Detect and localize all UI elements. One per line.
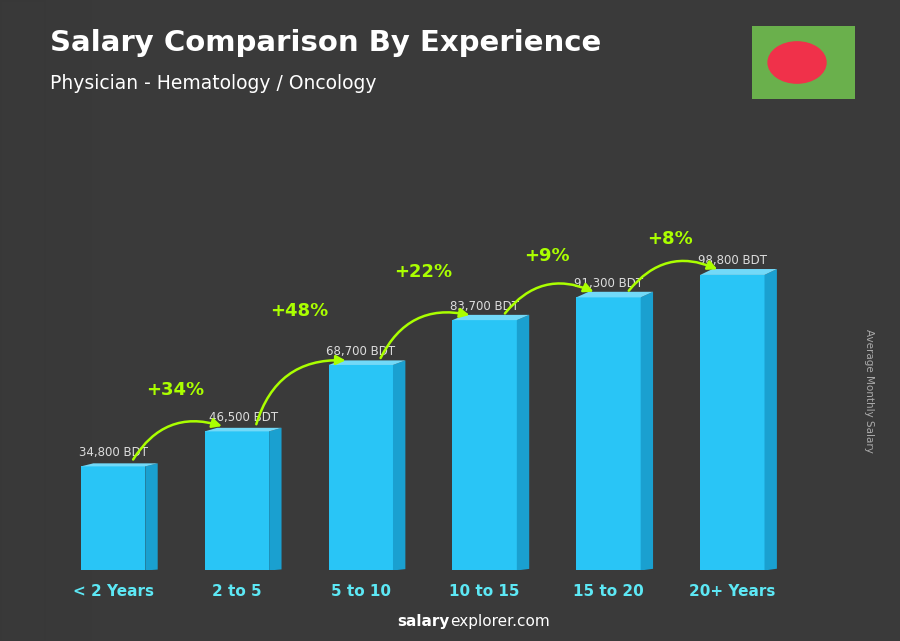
- Polygon shape: [517, 315, 529, 570]
- Bar: [360, 0, 405, 641]
- Bar: [720, 0, 765, 641]
- Polygon shape: [576, 297, 641, 570]
- Polygon shape: [700, 269, 777, 275]
- Text: Salary Comparison By Experience: Salary Comparison By Experience: [50, 29, 601, 57]
- Text: +8%: +8%: [647, 230, 693, 248]
- Polygon shape: [269, 428, 282, 570]
- Text: 83,700 BDT: 83,700 BDT: [450, 299, 519, 313]
- Bar: [855, 0, 900, 641]
- Text: Average Monthly Salary: Average Monthly Salary: [863, 329, 874, 453]
- Polygon shape: [393, 360, 405, 570]
- Text: +9%: +9%: [524, 247, 570, 265]
- Polygon shape: [328, 365, 393, 570]
- Polygon shape: [81, 467, 145, 570]
- Bar: [315, 0, 360, 641]
- Polygon shape: [453, 320, 517, 570]
- Polygon shape: [453, 315, 529, 320]
- Bar: [90, 0, 135, 641]
- Text: 91,300 BDT: 91,300 BDT: [574, 277, 643, 290]
- Bar: [225, 0, 270, 641]
- Text: 98,800 BDT: 98,800 BDT: [698, 254, 767, 267]
- Bar: [630, 0, 675, 641]
- Bar: [675, 0, 720, 641]
- Bar: [405, 0, 450, 641]
- Text: 34,800 BDT: 34,800 BDT: [78, 446, 148, 459]
- Bar: [180, 0, 225, 641]
- Text: salary: salary: [398, 615, 450, 629]
- Bar: [135, 0, 180, 641]
- Text: Physician - Hematology / Oncology: Physician - Hematology / Oncology: [50, 74, 376, 93]
- Bar: [585, 0, 630, 641]
- Bar: [495, 0, 540, 641]
- Text: 68,700 BDT: 68,700 BDT: [326, 344, 395, 358]
- Polygon shape: [205, 428, 282, 431]
- Circle shape: [768, 42, 826, 83]
- Polygon shape: [764, 269, 777, 570]
- Bar: [0, 0, 45, 641]
- Polygon shape: [328, 360, 405, 365]
- Bar: [45, 0, 90, 641]
- Bar: [810, 0, 855, 641]
- Bar: [765, 0, 810, 641]
- Text: +34%: +34%: [146, 381, 204, 399]
- Text: 46,500 BDT: 46,500 BDT: [209, 411, 278, 424]
- Polygon shape: [81, 463, 158, 467]
- Polygon shape: [576, 292, 653, 297]
- Text: +48%: +48%: [270, 302, 328, 320]
- Polygon shape: [205, 431, 269, 570]
- Polygon shape: [145, 463, 158, 570]
- Polygon shape: [641, 292, 653, 570]
- Text: +22%: +22%: [393, 263, 452, 281]
- Bar: [540, 0, 585, 641]
- Text: explorer.com: explorer.com: [450, 615, 550, 629]
- Polygon shape: [700, 275, 764, 570]
- Bar: [270, 0, 315, 641]
- Bar: [450, 0, 495, 641]
